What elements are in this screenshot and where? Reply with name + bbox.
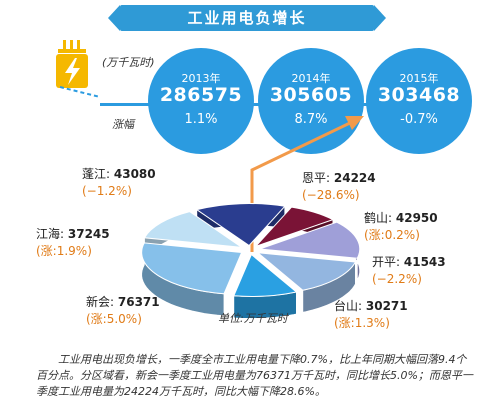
district-name: 台山 — [334, 299, 359, 313]
year-circle-2015: 2015年 303468 -0.7% — [366, 48, 472, 154]
pie-slice — [141, 242, 243, 295]
district-name: 江海 — [36, 227, 61, 241]
power-plug-icon — [56, 40, 88, 88]
pie-slice — [259, 221, 361, 259]
year-value: 303468 — [377, 84, 461, 106]
page-title: 工业用电负增长 — [108, 5, 386, 31]
year-circle-2013: 2013年 286575 1.1% — [148, 48, 254, 154]
district-value: 24224 — [333, 171, 376, 185]
district-label-enping: 恩平: 24224 (−28.6%) — [302, 171, 376, 202]
unit-label: (万千瓦时) — [102, 56, 155, 69]
district-value: 30271 — [365, 299, 408, 313]
pie-unit-label: 单位:万千瓦时 — [218, 312, 288, 325]
district-change: (涨:1.9%) — [36, 244, 92, 258]
year-value: 305605 — [269, 84, 353, 106]
pie-slice — [233, 253, 298, 297]
trend-arrow-head — [345, 116, 364, 130]
district-change: (−28.6%) — [302, 188, 360, 202]
district-label-xinhui: 新会: 76371 (涨:5.0%) — [86, 295, 160, 326]
district-name: 鹤山 — [364, 211, 389, 225]
footnote-paragraph: 工业用电出现负增长，一季度全市工业用电量下降0.7%，比上年同期大幅回落9.4个… — [36, 353, 473, 398]
pie-slice — [255, 206, 335, 247]
year-label: 2014年 — [291, 72, 331, 85]
pie-slice — [143, 211, 243, 248]
district-value: 41543 — [403, 255, 446, 269]
year-growth: -0.7% — [400, 112, 438, 127]
district-name: 恩平 — [302, 171, 327, 185]
district-name: 开平 — [372, 255, 397, 269]
district-label-kaiping: 开平: 41543 (−2.2%) — [372, 255, 446, 286]
district-change: (涨:0.2%) — [364, 228, 420, 242]
year-growth: 8.7% — [294, 112, 328, 127]
year-growth: 1.1% — [184, 112, 218, 127]
footnote: 工业用电出现负增长，一季度全市工业用电量下降0.7%，比上年同期大幅回落9.4个… — [36, 352, 476, 400]
growth-label: 涨幅 — [112, 118, 134, 131]
year-value: 286575 — [159, 84, 243, 106]
pie-slice — [195, 203, 286, 247]
year-label: 2013年 — [181, 72, 221, 85]
district-change: (涨:5.0%) — [86, 312, 142, 326]
district-change: (−1.2%) — [82, 184, 132, 198]
district-change: (涨:1.3%) — [334, 316, 390, 330]
district-value: 76371 — [117, 295, 160, 309]
district-label-jianghai: 江海: 37245 (涨:1.9%) — [36, 227, 110, 258]
district-label-heshan: 鹤山: 42950 (涨:0.2%) — [364, 211, 438, 242]
district-value: 37245 — [67, 227, 110, 241]
district-name: 蓬江 — [82, 167, 107, 181]
district-change: (−2.2%) — [372, 272, 422, 286]
pie-slice — [256, 252, 357, 291]
connector-line — [100, 103, 152, 106]
district-label-taishan: 台山: 30271 (涨:1.3%) — [334, 299, 408, 330]
district-name: 新会 — [86, 295, 111, 309]
year-circle-2014: 2014年 305605 8.7% — [258, 48, 364, 154]
year-label: 2015年 — [399, 72, 439, 85]
district-label-pengjiang: 蓬江: 43080 (−1.2%) — [82, 167, 156, 198]
district-value: 42950 — [395, 211, 438, 225]
connector-line — [250, 103, 264, 106]
district-value: 43080 — [113, 167, 156, 181]
